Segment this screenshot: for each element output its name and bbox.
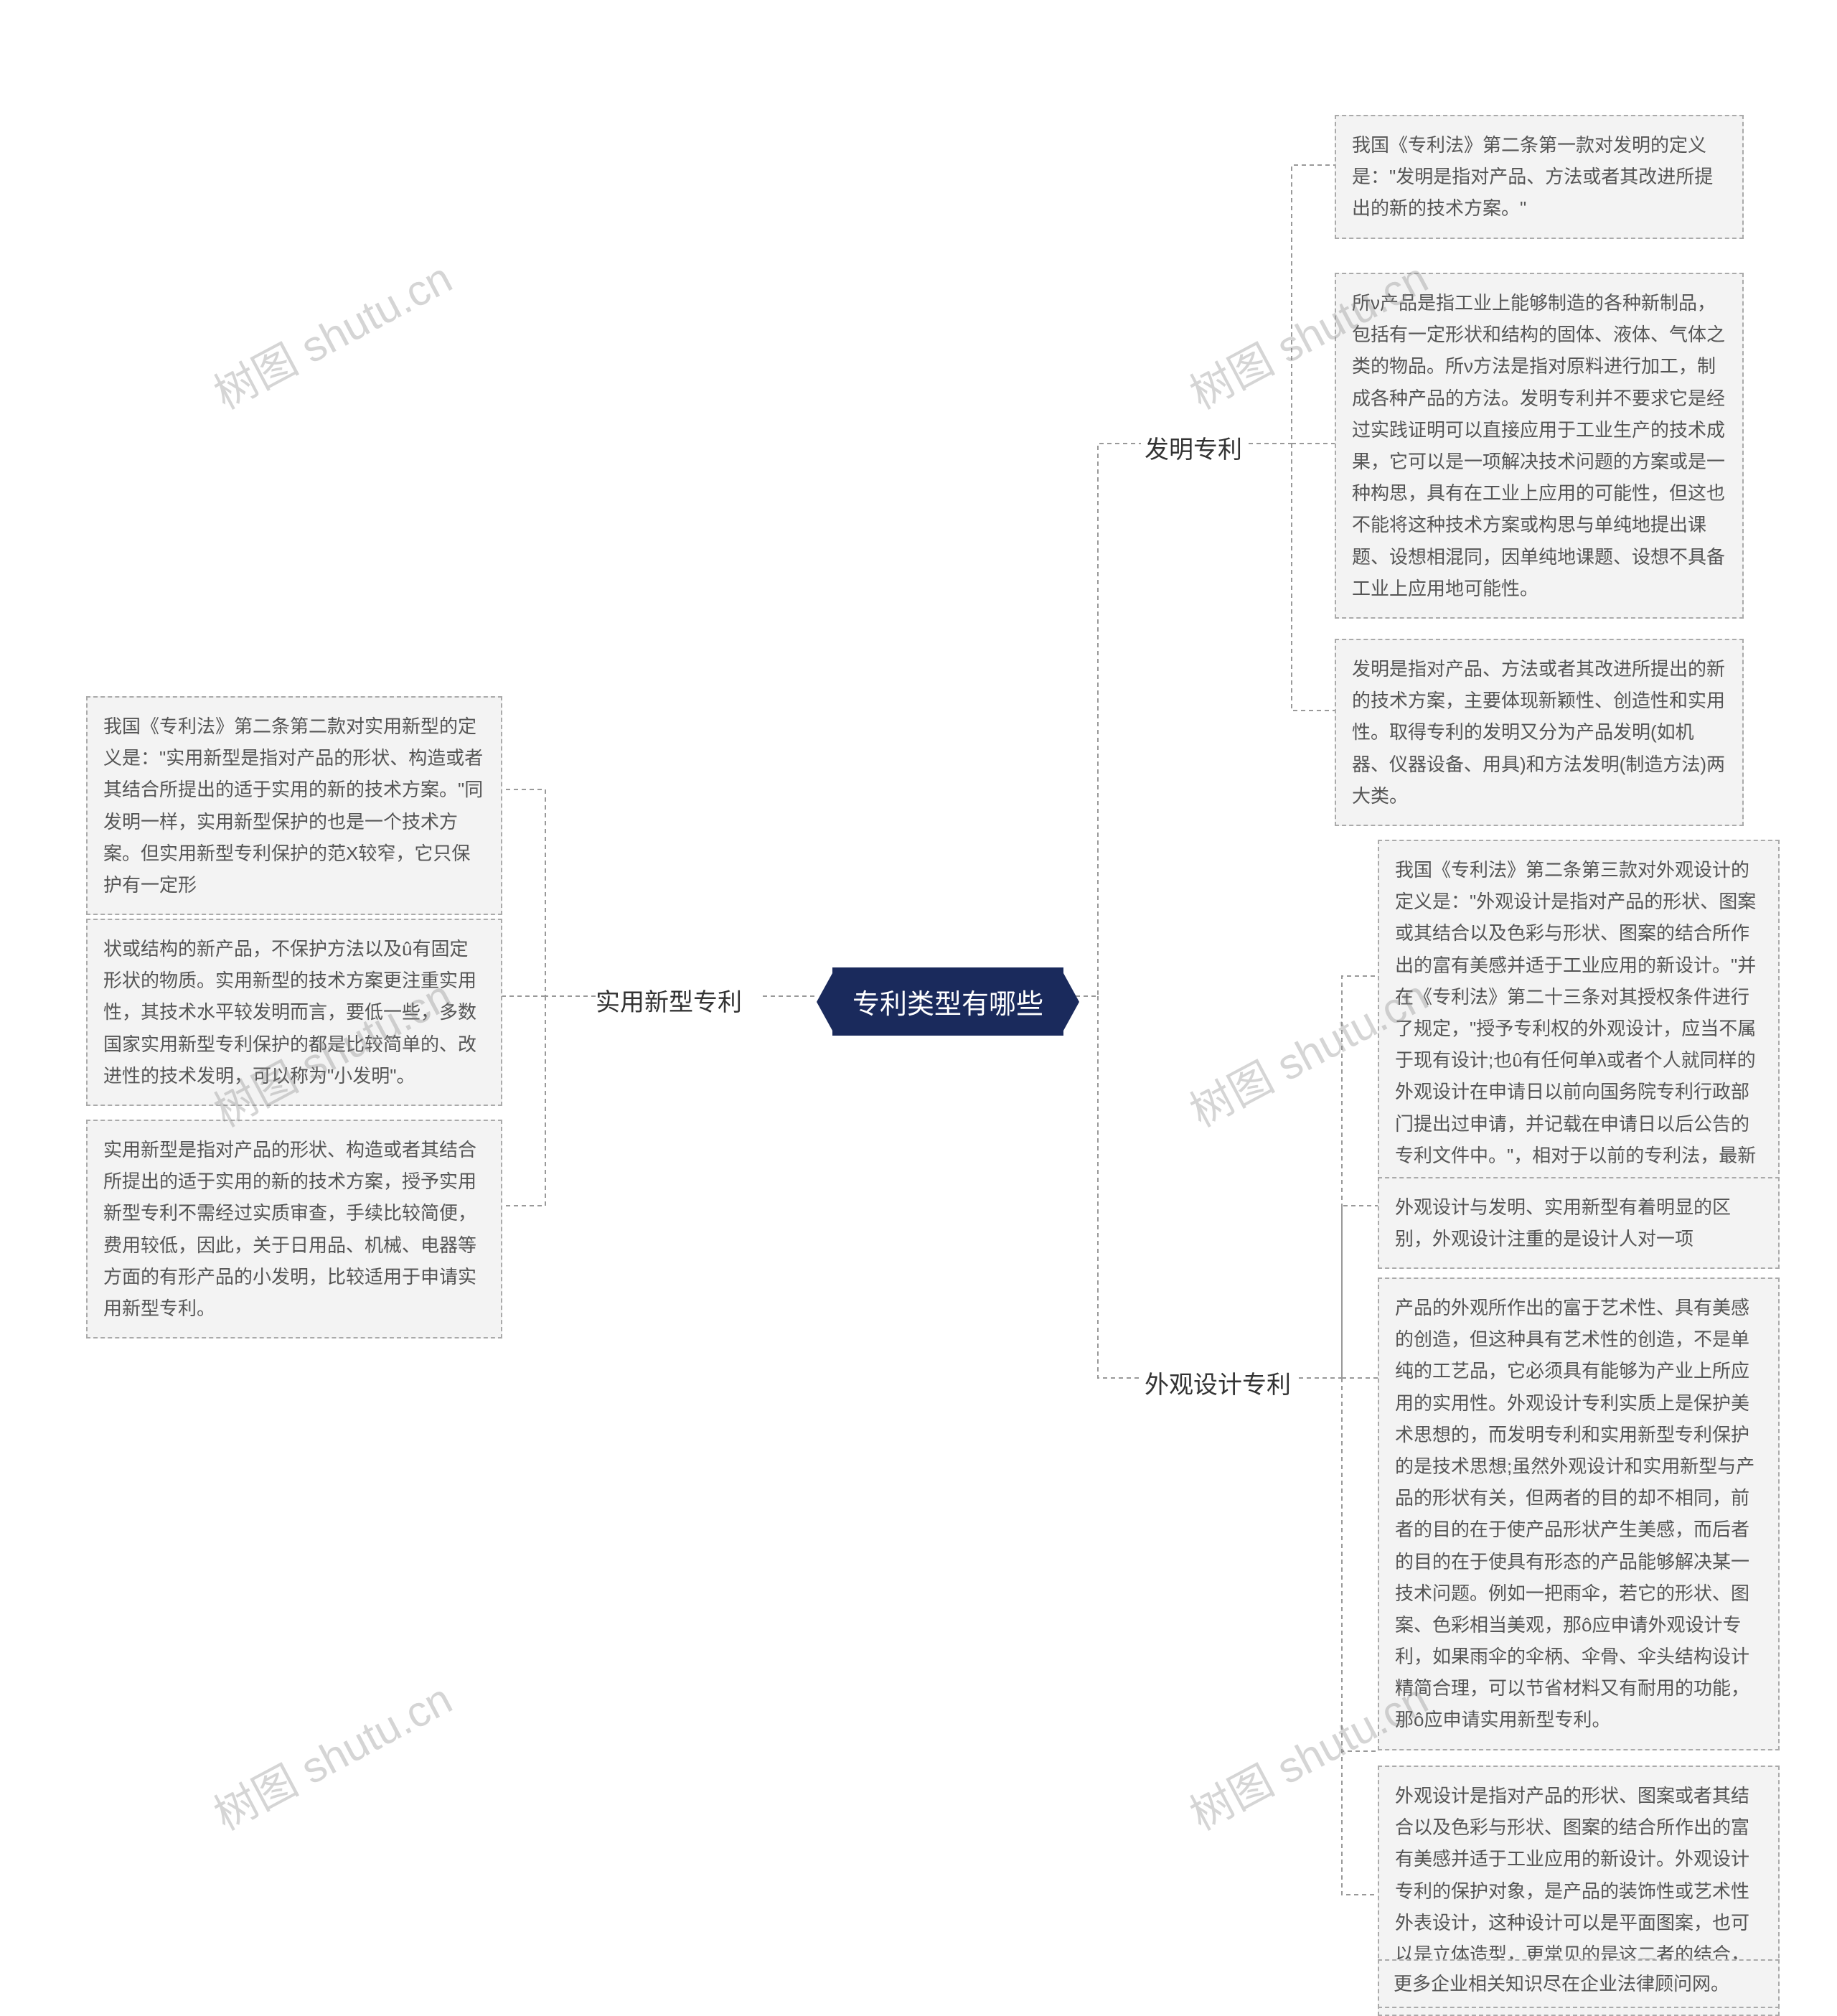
leaf-text: 状或结构的新产品，不保护方法以及û有固定形状的物质。实用新型的技术方案更注重实用…	[103, 938, 476, 1087]
branch-label: 外观设计专利	[1145, 1372, 1291, 1399]
leaf-text: 所ν产品是指工业上能够制造的各种新制品，包括有一定形状和结构的固体、液体、气体之…	[1352, 292, 1725, 599]
branch-design[interactable]: 外观设计专利	[1145, 1362, 1291, 1403]
leaf-text: 更多企业相关知识尽在企业法律顾问网。	[1394, 1973, 1729, 1994]
leaf-node: 我国《专利法》第二条第二款对实用新型的定义是："实用新型是指对产品的形状、构造或…	[86, 696, 502, 915]
branch-label: 发明专利	[1145, 436, 1242, 464]
leaf-node: 状或结构的新产品，不保护方法以及û有固定形状的物质。实用新型的技术方案更注重实用…	[86, 919, 502, 1106]
branch-invention[interactable]: 发明专利	[1145, 427, 1242, 468]
leaf-node: 实用新型是指对产品的形状、构造或者其结合所提出的适于实用的新的技术方案，授予实用…	[86, 1120, 502, 1338]
leaf-node: 我国《专利法》第二条第三款对外观设计的定义是："外观设计是指对产品的形状、图案或…	[1378, 840, 1780, 1217]
leaf-text: 我国《专利法》第二条第二款对实用新型的定义是："实用新型是指对产品的形状、构造或…	[103, 716, 483, 896]
leaf-node: 更多企业相关知识尽在企业法律顾问网。	[1378, 1959, 1780, 2008]
leaf-text: 实用新型是指对产品的形状、构造或者其结合所提出的适于实用的新的技术方案，授予实用…	[103, 1139, 476, 1319]
leaf-node: 所ν产品是指工业上能够制造的各种新制品，包括有一定形状和结构的固体、液体、气体之…	[1335, 273, 1744, 619]
leaf-node: 外观设计与发明、实用新型有着明显的区别，外观设计注重的是设计人对一项	[1378, 1177, 1780, 1269]
root-label: 专利类型有哪些	[852, 982, 1043, 1021]
leaf-text: 我国《专利法》第二条第一款对发明的定义是："发明是指对产品、方法或者其改进所提出…	[1352, 134, 1713, 219]
watermark: 树图 shutu.cn	[202, 244, 461, 421]
leaf-node: 产品的外观所作出的富于艺术性、具有美感的创造，但这种具有艺术性的创造，不是单纯的…	[1378, 1277, 1780, 1750]
leaf-text: 发明是指对产品、方法或者其改进所提出的新的技术方案，主要体现新颖性、创造性和实用…	[1352, 658, 1725, 807]
branch-utility-model[interactable]: 实用新型专利	[596, 980, 742, 1021]
watermark: 树图 shutu.cn	[202, 1665, 461, 1842]
root-node[interactable]: 专利类型有哪些	[832, 967, 1063, 1036]
leaf-node: 我国《专利法》第二条第一款对发明的定义是："发明是指对产品、方法或者其改进所提出…	[1335, 115, 1744, 239]
leaf-node: 发明是指对产品、方法或者其改进所提出的新的技术方案，主要体现新颖性、创造性和实用…	[1335, 639, 1744, 826]
leaf-text: 我国《专利法》第二条第三款对外观设计的定义是："外观设计是指对产品的形状、图案或…	[1395, 859, 1756, 1198]
leaf-text: 产品的外观所作出的富于艺术性、具有美感的创造，但这种具有艺术性的创造，不是单纯的…	[1395, 1297, 1754, 1730]
branch-label: 实用新型专利	[596, 989, 742, 1016]
leaf-text: 外观设计与发明、实用新型有着明显的区别，外观设计注重的是设计人对一项	[1395, 1196, 1731, 1250]
